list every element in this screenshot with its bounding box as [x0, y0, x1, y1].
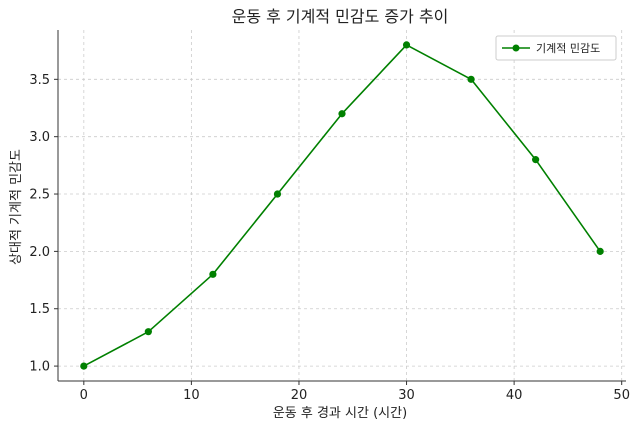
y-tick-label: 3.0 [29, 130, 50, 145]
x-tick-label: 0 [80, 388, 88, 403]
ticks: 0 10 20 30 40 50 1.0 1.5 2.0 2.5 3.0 3.5 [29, 73, 630, 403]
y-tick-label: 1.0 [29, 360, 50, 375]
data-point [596, 247, 604, 255]
y-tick-label: 1.5 [29, 302, 50, 317]
x-tick-label: 50 [613, 388, 630, 403]
x-axis-label: 운동 후 경과 시간 (시간) [273, 406, 407, 421]
data-point [338, 110, 346, 118]
x-tick-label: 30 [398, 388, 415, 403]
x-tick-label: 10 [183, 388, 200, 403]
data-point [80, 362, 88, 370]
series [80, 41, 604, 370]
data-point [532, 156, 540, 164]
grid [58, 30, 626, 381]
y-tick-label: 2.5 [29, 188, 50, 203]
x-tick-label: 20 [291, 388, 308, 403]
data-point [273, 190, 282, 198]
legend-box [495, 35, 617, 61]
legend-marker [512, 44, 520, 52]
axes [57, 30, 626, 382]
data-point [467, 75, 475, 83]
x-tick-label: 40 [506, 388, 523, 403]
y-tick-label: 3.5 [29, 73, 50, 88]
data-point [402, 41, 411, 49]
legend-label: 기계적 민감도 [536, 42, 600, 55]
chart-title: 운동 후 기계적 민감도 증가 추이 [232, 7, 449, 26]
y-axis-label: 상대적 기계적 민감도 [9, 149, 24, 265]
data-point [144, 328, 152, 336]
legend: 기계적 민감도 [495, 35, 617, 61]
data-point [209, 270, 217, 278]
y-tick-label: 2.0 [29, 245, 50, 260]
